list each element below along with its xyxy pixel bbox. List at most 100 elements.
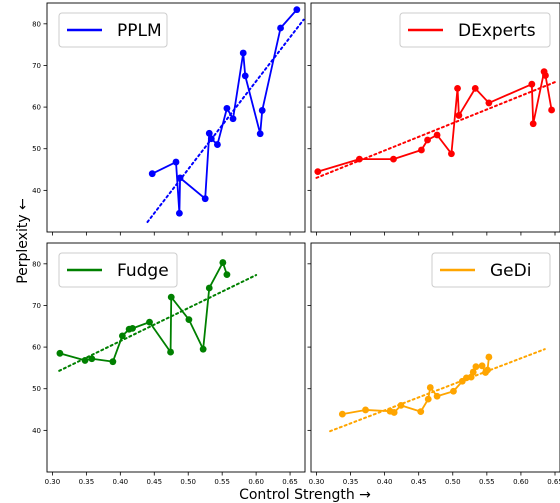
y-tick-label: 80 xyxy=(32,20,41,28)
data-point xyxy=(241,72,249,80)
data-point xyxy=(485,353,493,361)
panel-gedi: 0.30 0.35 0.40 0.45 0.50 0.55 0.60 0.65 GeDi xyxy=(307,242,560,486)
x-tick-label: 0.30 xyxy=(45,478,61,486)
plot-area xyxy=(56,259,258,372)
data-point xyxy=(205,129,213,137)
legend: GeDi xyxy=(431,252,551,288)
trend-line xyxy=(58,274,258,372)
data-point xyxy=(205,284,213,292)
y-tick-label: 40 xyxy=(32,187,41,195)
x-tick-label: 0.45 xyxy=(411,478,427,486)
data-point xyxy=(450,387,457,395)
data-point xyxy=(199,345,207,353)
trend-line xyxy=(315,81,557,179)
series-line xyxy=(317,70,553,173)
data-point xyxy=(146,318,153,326)
panel-dexperts: DExperts xyxy=(307,2,560,236)
x-tick-label: 0.50 xyxy=(180,478,196,486)
data-point xyxy=(167,293,175,301)
y-tick-label: 40 xyxy=(32,427,41,435)
legend-label: DExperts xyxy=(458,21,536,41)
data-point xyxy=(277,24,284,32)
data-point xyxy=(293,6,301,14)
data-point xyxy=(172,158,180,166)
legend: DExperts xyxy=(399,12,551,48)
data-point xyxy=(529,120,537,128)
x-tick-label: 0.65 xyxy=(547,478,560,486)
data-point xyxy=(56,349,64,357)
data-point xyxy=(390,409,398,416)
data-point xyxy=(175,209,183,217)
plot-area xyxy=(146,6,305,224)
trend-line xyxy=(329,348,546,433)
legend: PPLM xyxy=(58,12,168,48)
panel-pplm: 40 50 60 70 80 PPLM xyxy=(32,2,306,236)
x-tick-label: 0.35 xyxy=(79,478,95,486)
data-point xyxy=(148,170,156,178)
data-point xyxy=(424,395,432,403)
data-point xyxy=(528,80,536,88)
x-axis-title: Control Strength → xyxy=(239,487,371,503)
x-tick-label: 0.50 xyxy=(445,478,461,486)
data-point xyxy=(338,410,346,418)
y-tick-label: 80 xyxy=(32,260,41,268)
data-point xyxy=(433,131,441,139)
data-point xyxy=(176,174,184,182)
data-point xyxy=(118,332,126,340)
data-point xyxy=(109,358,117,366)
data-point xyxy=(478,362,486,370)
data-point xyxy=(223,104,231,112)
data-point xyxy=(485,99,493,107)
data-point xyxy=(129,324,136,332)
data-point xyxy=(448,150,455,158)
panel-frame xyxy=(310,2,560,233)
y-tick-label: 70 xyxy=(32,302,41,310)
data-point xyxy=(214,141,221,148)
legend-box xyxy=(431,252,551,288)
data-point xyxy=(417,408,425,416)
data-point xyxy=(81,357,89,364)
x-tick-label: 0.55 xyxy=(479,478,495,486)
data-point xyxy=(548,106,555,114)
data-point xyxy=(542,72,549,79)
data-point xyxy=(229,115,237,123)
legend: Fudge xyxy=(58,252,178,288)
y-tick-label: 50 xyxy=(32,145,41,153)
data-point xyxy=(207,135,215,143)
data-point xyxy=(314,168,322,176)
y-tick-label: 70 xyxy=(32,62,41,70)
x-tick-label: 0.55 xyxy=(214,478,230,486)
plot-area xyxy=(314,68,557,179)
y-tick-label: 60 xyxy=(32,344,41,352)
series-line xyxy=(151,9,298,215)
data-point xyxy=(484,366,491,374)
x-tick-label: 0.65 xyxy=(282,478,298,486)
legend-box xyxy=(58,252,178,288)
data-point xyxy=(390,155,397,163)
trend-line xyxy=(146,18,305,224)
x-tick-label: 0.60 xyxy=(248,478,264,486)
data-point xyxy=(433,392,441,400)
data-point xyxy=(256,130,264,138)
panel-frame xyxy=(310,242,560,473)
data-point xyxy=(362,406,369,414)
data-point xyxy=(219,259,227,266)
panel-frame xyxy=(46,2,306,233)
data-point xyxy=(426,384,434,391)
x-tick-label: 0.30 xyxy=(309,478,325,486)
data-point xyxy=(455,112,463,119)
legend-label: Fudge xyxy=(117,261,169,281)
data-point xyxy=(201,195,209,203)
series-line xyxy=(342,356,490,416)
data-point xyxy=(397,401,405,409)
data-point xyxy=(454,84,461,92)
data-point xyxy=(424,136,431,144)
data-point xyxy=(418,146,425,154)
data-point xyxy=(471,84,479,92)
data-point xyxy=(223,271,231,279)
data-point xyxy=(258,107,266,114)
x-tick-label: 0.35 xyxy=(343,478,359,486)
data-point xyxy=(239,49,247,57)
legend-label: GeDi xyxy=(490,261,531,281)
